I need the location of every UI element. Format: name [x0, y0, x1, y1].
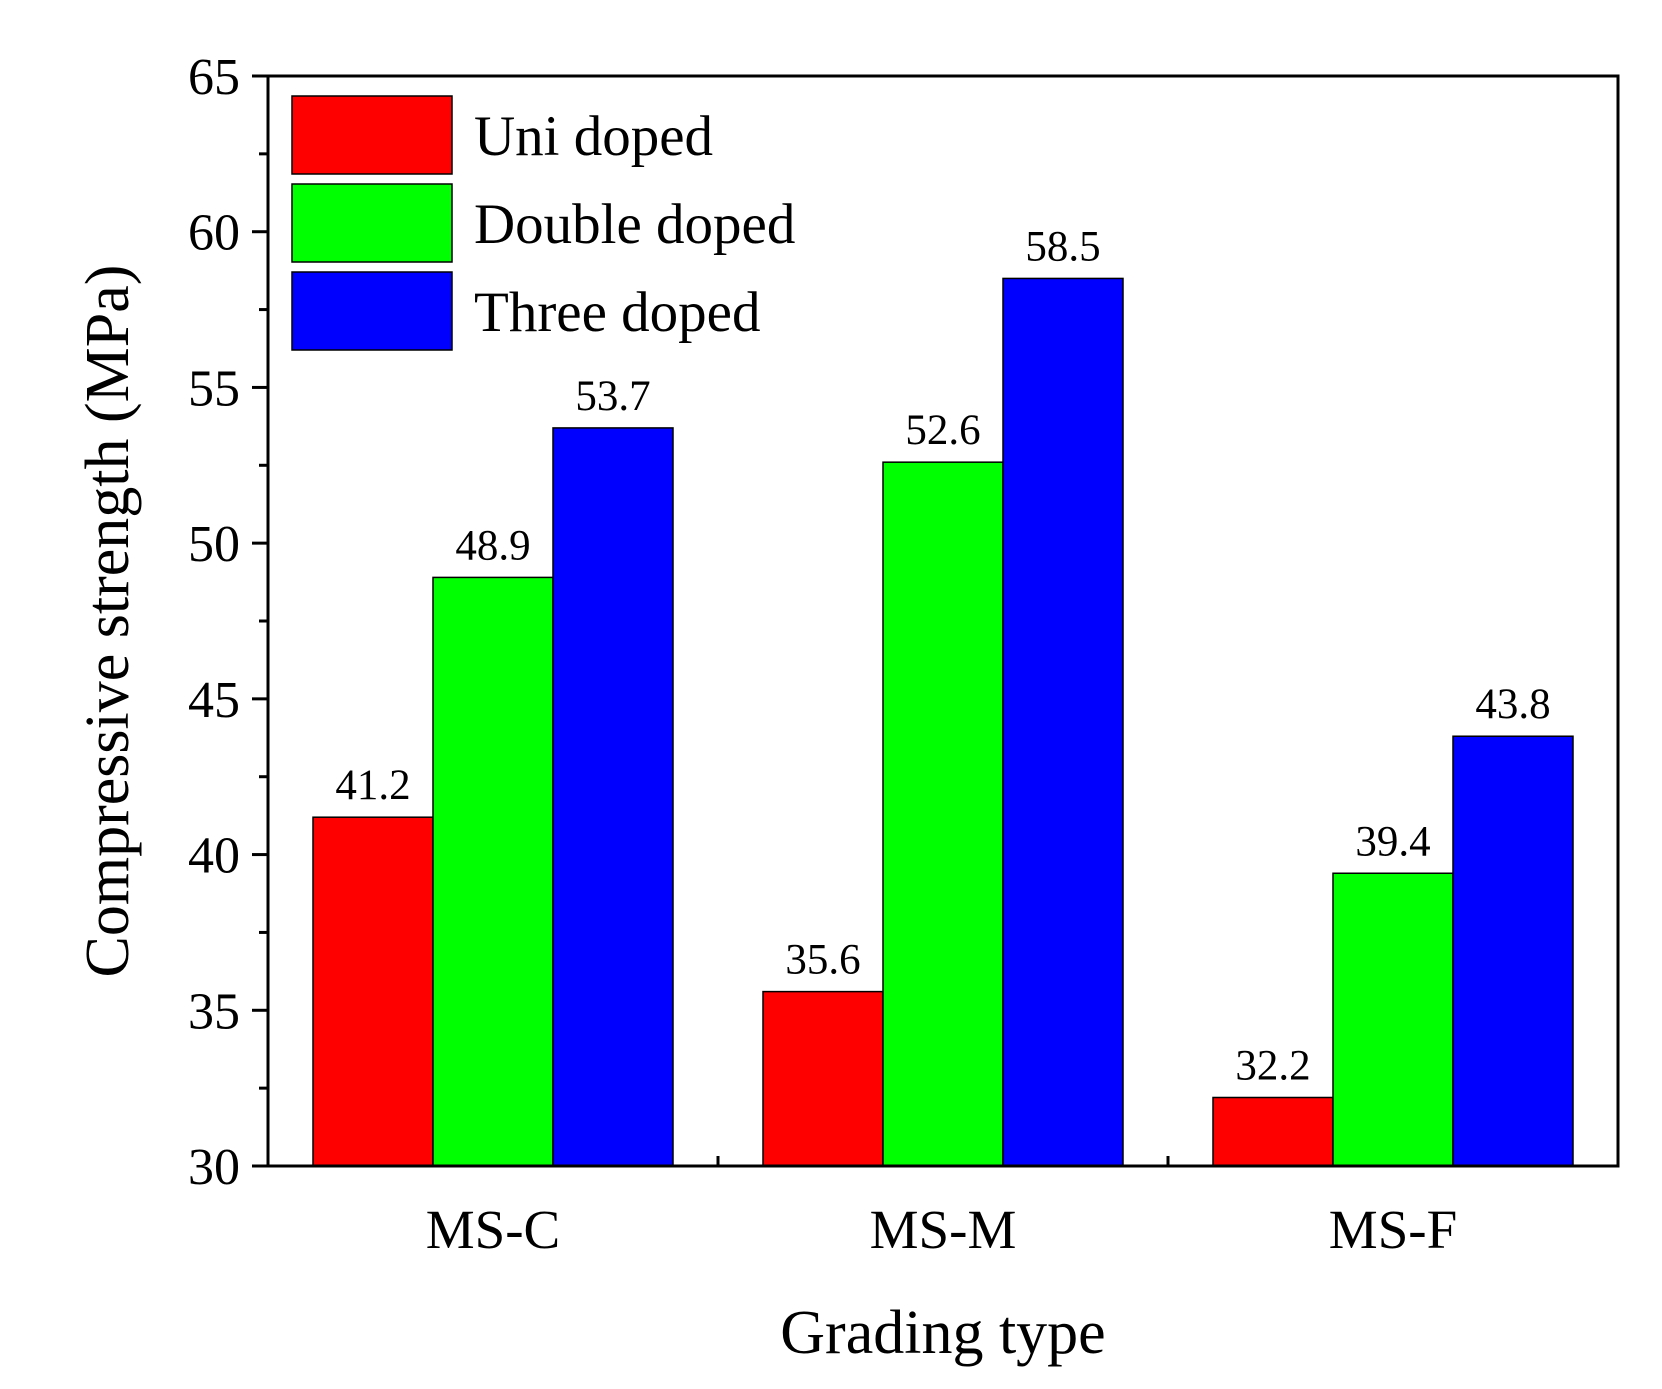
bar-ms-c-double-doped [432, 576, 554, 1167]
x-axis-title: Grading type [780, 1299, 1105, 1367]
bar-ms-c-uni-doped [312, 816, 434, 1167]
bar-ms-f-three-doped [1452, 735, 1574, 1167]
y-tick-label: 55 [188, 360, 240, 417]
bar-ms-f-uni-doped [1212, 1096, 1334, 1167]
y-tick-label: 60 [188, 205, 240, 262]
bar-ms-c-three-doped [552, 427, 674, 1167]
data-label: 52.6 [905, 407, 980, 454]
data-label: 53.7 [575, 373, 650, 420]
axis-ticks-layer: 30 35 40 45 50 55 60 65 MS-C MS-M MS-F [188, 49, 1457, 1260]
bar-ms-f-double-doped [1332, 872, 1454, 1167]
data-label: 43.8 [1475, 681, 1550, 728]
data-label: 41.2 [335, 762, 410, 809]
bars-layer [312, 277, 1574, 1167]
legend-swatch-uni-doped [291, 95, 453, 175]
bar-ms-m-three-doped [1002, 277, 1124, 1167]
x-tick-label: MS-F [1329, 1199, 1457, 1260]
bar-ms-m-double-doped [882, 461, 1004, 1167]
legend-label: Three doped [474, 281, 760, 344]
y-tick-label: 65 [188, 49, 240, 106]
y-tick-label: 45 [188, 672, 240, 729]
legend-label: Uni doped [474, 105, 713, 168]
legend: Uni doped Double doped Three doped [291, 95, 795, 351]
data-label: 39.4 [1355, 818, 1430, 865]
y-axis-title: Compressive strength (MPa) [74, 265, 142, 978]
y-tick-label: 50 [188, 516, 240, 573]
x-tick-label: MS-M [870, 1199, 1017, 1260]
data-labels-layer: 41.2 48.9 53.7 35.6 52.6 58.5 32.2 39.4 43.8 [335, 223, 1550, 1089]
data-label: 35.6 [785, 937, 860, 984]
y-tick-label: 35 [188, 983, 240, 1040]
x-tick-label: MS-C [426, 1199, 561, 1260]
data-label: 32.2 [1235, 1042, 1310, 1089]
y-tick-label: 40 [188, 828, 240, 885]
data-label: 48.9 [455, 522, 530, 569]
legend-label: Double doped [474, 193, 795, 256]
legend-swatch-three-doped [291, 271, 453, 351]
bar-ms-m-uni-doped [762, 990, 884, 1167]
legend-swatch-double-doped [291, 183, 453, 263]
y-tick-label: 30 [188, 1139, 240, 1196]
data-label: 58.5 [1025, 223, 1100, 270]
